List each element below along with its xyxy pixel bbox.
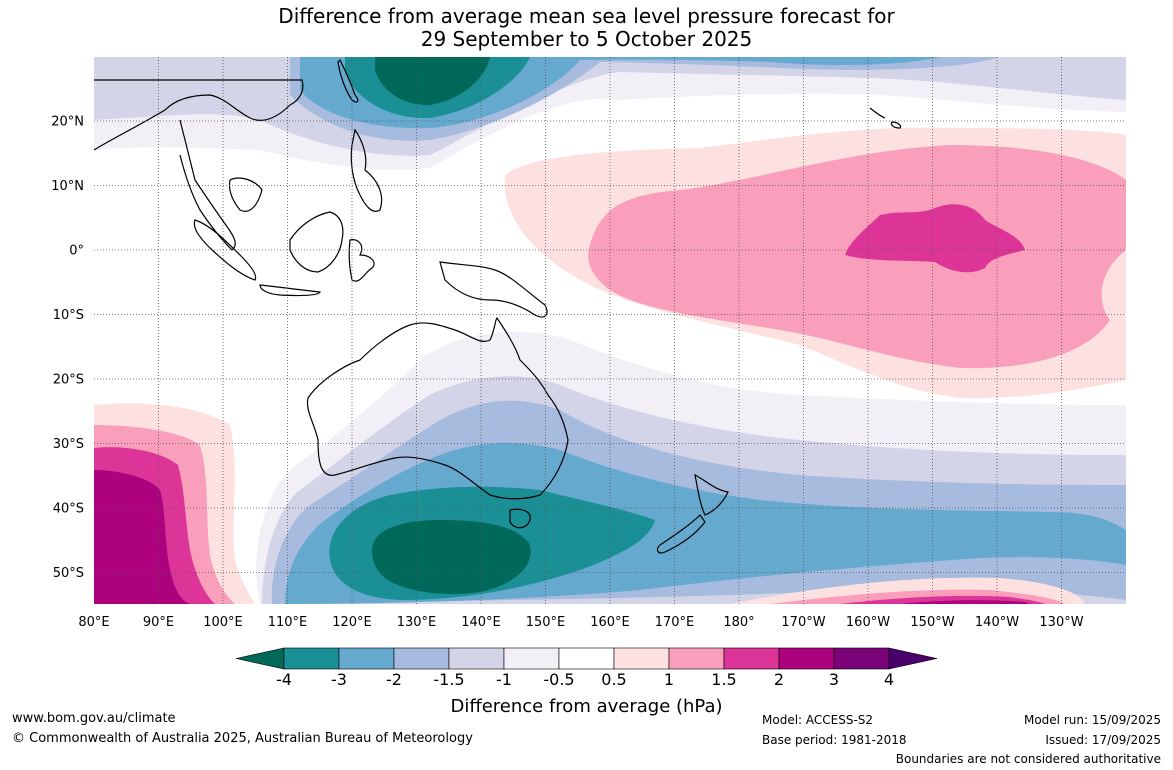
lat-label: 0° bbox=[69, 244, 84, 259]
lon-label: 140°E bbox=[461, 615, 501, 630]
tasmania-coastline bbox=[509, 508, 531, 529]
lon-label: 100°E bbox=[203, 615, 243, 630]
website-link[interactable]: www.bom.gov.au/climate bbox=[12, 711, 176, 726]
colorbar-label: Difference from average (hPa) bbox=[450, 696, 723, 717]
lon-label: 130°E bbox=[397, 615, 437, 630]
colorbar-extend-low bbox=[235, 647, 285, 670]
coastlines bbox=[94, 58, 902, 554]
latitude-labels: 20°N 10°N 0° 10°S 20°S 30°S 40°S 50°S bbox=[51, 115, 84, 582]
philippines-coastline bbox=[350, 128, 383, 212]
lon-label: 170°E bbox=[655, 615, 695, 630]
lon-label: 110°E bbox=[268, 615, 308, 630]
colorbar-tick: -1 bbox=[496, 670, 512, 689]
se-asia-coastline bbox=[94, 79, 304, 251]
lat-label: 30°S bbox=[53, 437, 84, 452]
base-period-text: Base period: 1981-2018 bbox=[762, 733, 907, 747]
colorbar-segment bbox=[448, 647, 505, 670]
lat-label: 10°S bbox=[53, 308, 84, 323]
lon-label: 140°W bbox=[975, 615, 1019, 630]
colorbar-tick: 2 bbox=[773, 670, 785, 689]
issued-text: Issued: 17/09/2025 bbox=[1045, 733, 1161, 747]
colorbar-extend-high bbox=[888, 647, 938, 670]
colorbar-segment bbox=[833, 647, 890, 670]
lat-label: 10°N bbox=[51, 179, 84, 194]
colorbar-tick: -3 bbox=[331, 670, 347, 689]
sulawesi-coastline bbox=[348, 239, 375, 282]
map-title-line1: Difference from average mean sea level p… bbox=[278, 4, 895, 28]
new-guinea-coastline bbox=[439, 261, 548, 318]
colorbar-segment bbox=[723, 647, 780, 670]
anomaly-region bbox=[94, 470, 190, 604]
lat-label: 20°N bbox=[51, 115, 84, 130]
sumatra-coastline bbox=[193, 219, 257, 281]
lon-label: 80°E bbox=[78, 615, 109, 630]
lon-label: 120°E bbox=[332, 615, 372, 630]
colorbar-tick: 1 bbox=[663, 670, 675, 689]
model-text: Model: ACCESS-S2 bbox=[762, 713, 874, 727]
java-coastline bbox=[259, 284, 321, 297]
colorbar-segment bbox=[558, 647, 615, 670]
longitude-labels: 80°E 90°E 100°E 110°E 120°E 130°E 140°E … bbox=[78, 615, 1083, 630]
borneo-coastline bbox=[289, 211, 344, 273]
anomaly-region bbox=[375, 57, 490, 106]
anomaly-region bbox=[372, 520, 531, 595]
colorbar-tick: -0.5 bbox=[543, 670, 575, 689]
colorbar-segment bbox=[613, 647, 670, 670]
lon-label: 150°E bbox=[526, 615, 566, 630]
japan-coastline bbox=[337, 58, 359, 103]
colorbar-segment bbox=[668, 647, 725, 670]
lon-label: 180° bbox=[723, 615, 754, 630]
colorbar-segment bbox=[503, 647, 560, 670]
map-plot-area bbox=[94, 57, 1126, 604]
colorbar-segment bbox=[393, 647, 450, 670]
colorbar-tick: 1.5 bbox=[711, 670, 737, 689]
colorbar-segment bbox=[778, 647, 835, 670]
colorbar-tick: 4 bbox=[883, 670, 895, 689]
copyright-text: © Commonwealth of Australia 2025, Austra… bbox=[12, 731, 473, 746]
lat-label: 40°S bbox=[53, 502, 84, 517]
lon-label: 130°W bbox=[1039, 615, 1083, 630]
colorbar-tick: 3 bbox=[828, 670, 840, 689]
hawaii-coastline bbox=[869, 107, 902, 129]
lon-label: 150°W bbox=[910, 615, 954, 630]
colorbar-tick: -4 bbox=[276, 670, 292, 689]
colorbar-segment bbox=[283, 647, 340, 670]
lon-label: 160°E bbox=[590, 615, 630, 630]
disclaimer-text: Boundaries are not considered authoritat… bbox=[895, 752, 1161, 766]
new-zealand-coastline bbox=[656, 473, 729, 554]
lon-label: 90°E bbox=[143, 615, 174, 630]
map-title-line2: 29 September to 5 October 2025 bbox=[420, 27, 753, 51]
colorbar bbox=[235, 647, 938, 670]
colorbar-segment bbox=[338, 647, 395, 670]
lat-label: 50°S bbox=[53, 566, 84, 581]
colorbar-tick: -1.5 bbox=[433, 670, 465, 689]
lon-label: 160°W bbox=[846, 615, 890, 630]
anomaly-region bbox=[845, 204, 1025, 273]
colorbar-tick: -2 bbox=[386, 670, 402, 689]
model-run-text: Model run: 15/09/2025 bbox=[1023, 713, 1161, 727]
colorbar-tick: 0.5 bbox=[601, 670, 627, 689]
graticule bbox=[94, 57, 1126, 604]
lat-label: 20°S bbox=[53, 373, 84, 388]
lon-label: 170°W bbox=[781, 615, 825, 630]
australia-coastline bbox=[306, 317, 569, 500]
